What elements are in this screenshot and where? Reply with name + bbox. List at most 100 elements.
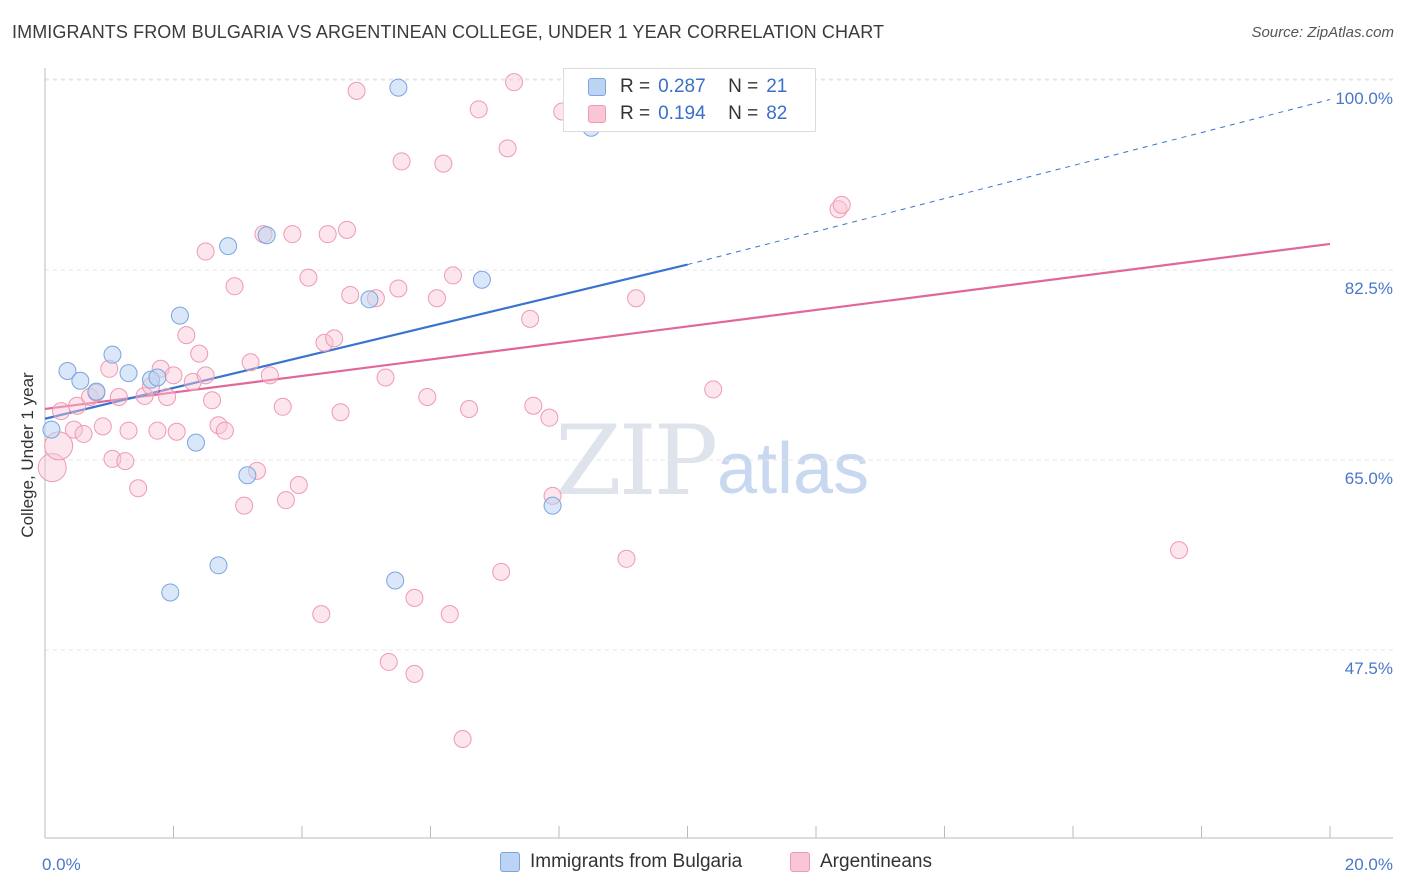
point-argentineans — [832, 195, 851, 214]
point-argentineans — [392, 152, 411, 171]
point-argentineans — [283, 225, 302, 244]
point-bulgaria — [58, 361, 77, 380]
point-argentineans — [215, 421, 234, 440]
point-bulgaria — [386, 571, 405, 590]
point-argentineans — [617, 549, 636, 568]
legend-label-argentineans: Argentineans — [820, 851, 932, 872]
point-argentineans — [196, 242, 215, 261]
source-note: Source: ZipAtlas.com — [1251, 24, 1394, 41]
point-argentineans — [524, 396, 543, 415]
point-argentineans — [341, 285, 360, 304]
legend-n-label: N = — [728, 103, 759, 124]
point-argentineans — [427, 289, 446, 308]
point-argentineans — [196, 366, 215, 385]
point-bulgaria — [119, 364, 138, 383]
point-argentineans — [443, 266, 462, 285]
point-argentineans — [93, 417, 112, 436]
legend-n-value: 82 — [766, 103, 788, 124]
point-argentineans — [521, 309, 540, 328]
point-argentineans — [460, 399, 479, 418]
legend-r-label: R = — [620, 103, 651, 124]
point-argentineans — [347, 81, 366, 100]
trend-line-argentineans — [44, 242, 1331, 411]
point-bulgaria — [42, 420, 61, 439]
y-tick-label: 82.5% — [1345, 279, 1393, 298]
point-argentineans — [405, 664, 424, 683]
point-argentineans — [331, 403, 350, 422]
point-argentineans — [704, 380, 723, 399]
point-bulgaria — [170, 306, 189, 325]
point-argentineans — [434, 154, 453, 173]
point-bulgaria — [543, 496, 562, 515]
point-bulgaria — [209, 556, 228, 575]
y-axis-label: College, Under 1 year — [18, 372, 37, 538]
point-argentineans — [492, 562, 511, 581]
y-tick-label: 65.0% — [1345, 469, 1393, 488]
y-tick-label: 100.0% — [1335, 89, 1393, 108]
point-argentineans — [158, 388, 177, 407]
bottom-legend-bulgaria: Immigrants from Bulgaria — [500, 851, 742, 873]
point-argentineans — [376, 368, 395, 387]
legend-swatch-argentineans — [588, 105, 606, 123]
point-argentineans — [453, 730, 472, 749]
point-argentineans — [379, 652, 398, 671]
point-argentineans — [109, 388, 128, 407]
point-argentineans — [190, 344, 209, 363]
point-bulgaria — [389, 78, 408, 97]
point-bulgaria — [87, 382, 106, 401]
point-argentineans — [315, 333, 334, 352]
y-tick-label: 47.5% — [1345, 659, 1393, 678]
point-argentineans — [540, 408, 559, 427]
point-argentineans — [1170, 541, 1189, 560]
x-tick-label: 0.0% — [42, 855, 81, 874]
point-argentineans — [119, 421, 138, 440]
point-bulgaria — [148, 368, 167, 387]
data-points — [37, 71, 1189, 749]
axes — [44, 68, 1393, 839]
point-bulgaria — [472, 270, 491, 289]
point-argentineans — [498, 139, 517, 158]
point-bulgaria — [161, 583, 180, 602]
legend-row-argentineans: R = 0.194 N = 82 — [588, 102, 787, 126]
point-argentineans — [235, 496, 254, 515]
point-argentineans — [52, 402, 71, 421]
legend-box: R = 0.287 N = 21 R = 0.194 N = 82 — [563, 68, 816, 132]
legend-r-value: 0.287 — [658, 76, 706, 97]
point-argentineans — [135, 386, 154, 405]
legend-swatch-bulgaria — [588, 78, 606, 96]
point-bulgaria — [257, 226, 276, 245]
legend-label-bulgaria: Immigrants from Bulgaria — [530, 851, 743, 872]
point-bulgaria — [219, 237, 238, 256]
legend-n-label: N = — [728, 76, 759, 97]
legend-n-value: 21 — [766, 76, 788, 97]
point-argentineans — [405, 588, 424, 607]
point-argentineans — [68, 396, 87, 415]
point-argentineans — [74, 424, 93, 443]
point-argentineans — [37, 453, 67, 483]
point-argentineans — [325, 329, 344, 348]
point-argentineans — [260, 366, 279, 385]
point-bulgaria — [186, 433, 205, 452]
point-bulgaria — [360, 290, 379, 309]
trend-lines — [44, 99, 1331, 420]
legend-row-bulgaria: R = 0.287 N = 21 — [588, 75, 787, 99]
legend-swatch-bulgaria — [500, 852, 520, 872]
point-argentineans — [440, 605, 459, 624]
point-argentineans — [627, 289, 646, 308]
bottom-legend-argentineans: Argentineans — [790, 851, 932, 873]
watermark-atlas: atlas — [717, 429, 870, 509]
point-bulgaria — [71, 371, 90, 390]
point-argentineans — [129, 479, 148, 498]
point-argentineans — [418, 388, 437, 407]
point-bulgaria — [238, 466, 257, 485]
point-argentineans — [164, 366, 183, 385]
point-argentineans — [116, 452, 135, 471]
point-argentineans — [318, 225, 337, 244]
trend-line-bulgaria-extension — [687, 99, 1331, 266]
point-argentineans — [389, 279, 408, 298]
point-argentineans — [276, 491, 295, 510]
legend-r-value: 0.194 — [658, 103, 706, 124]
point-argentineans — [299, 268, 318, 287]
legend-swatch-argentineans — [790, 852, 810, 872]
